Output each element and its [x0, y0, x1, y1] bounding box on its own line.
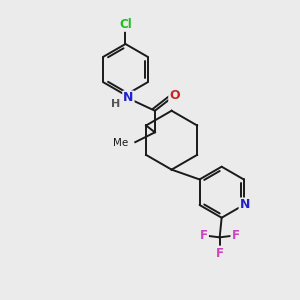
Text: F: F — [200, 229, 208, 242]
Text: H: H — [111, 99, 120, 109]
Text: Cl: Cl — [119, 18, 132, 31]
Text: N: N — [239, 199, 250, 212]
Text: N: N — [123, 92, 134, 104]
Text: F: F — [216, 247, 224, 260]
Text: Me: Me — [113, 138, 128, 148]
Text: F: F — [231, 229, 239, 242]
Text: O: O — [169, 88, 180, 101]
